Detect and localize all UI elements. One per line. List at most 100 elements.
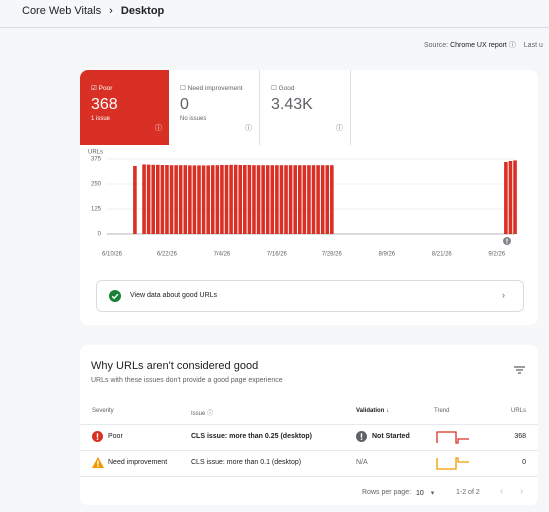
bar bbox=[197, 165, 201, 234]
issue[interactable]: CLS issue: more than 0.25 (desktop) bbox=[191, 433, 312, 440]
issues-title: Why URLs aren't considered good bbox=[91, 360, 259, 372]
tile-note: 1 issue bbox=[91, 116, 111, 122]
not-started-icon bbox=[356, 431, 367, 442]
bar bbox=[192, 165, 197, 234]
trend-sparkline bbox=[436, 431, 469, 444]
bar bbox=[133, 166, 137, 234]
annotation-glyph bbox=[506, 242, 508, 244]
chevron: › bbox=[502, 290, 505, 300]
bar bbox=[151, 164, 156, 234]
y-tick-label: 125 bbox=[91, 207, 102, 213]
bar bbox=[229, 164, 233, 234]
y-tick-label: 375 bbox=[91, 157, 102, 163]
tile-label-text: Need improvement bbox=[187, 85, 243, 92]
bar bbox=[320, 165, 325, 234]
bar bbox=[284, 165, 288, 234]
column-header-text: Validation bbox=[356, 408, 385, 414]
warning-icon bbox=[92, 457, 104, 468]
help-icon[interactable]: ⓘ bbox=[336, 125, 343, 132]
bar bbox=[508, 161, 513, 234]
source-link[interactable]: Chrome UX report bbox=[450, 42, 507, 49]
bar bbox=[513, 160, 517, 234]
bar bbox=[165, 165, 169, 234]
row-divider bbox=[80, 450, 538, 451]
row-divider bbox=[80, 424, 538, 425]
bar bbox=[297, 165, 302, 234]
tile-poor[interactable]: ☑ Poor 368 1 issue ⓘ bbox=[80, 70, 169, 145]
y-axis-label: URLs bbox=[88, 150, 103, 156]
button-text: View data about good URLs bbox=[130, 292, 218, 299]
tile-value: 368 bbox=[91, 96, 118, 113]
bar bbox=[247, 165, 252, 234]
bar bbox=[169, 165, 174, 234]
bar bbox=[174, 165, 178, 234]
rows-per-page-label: Rows per page: bbox=[362, 489, 412, 496]
column-header[interactable]: Validation ↓ bbox=[356, 408, 390, 414]
trend-sparkline bbox=[436, 457, 469, 470]
x-tick-label: 7/16/26 bbox=[267, 252, 288, 258]
bar bbox=[275, 165, 279, 234]
tile-good[interactable]: ☐ Good 3.43K ⓘ bbox=[260, 70, 351, 145]
validation: N/A bbox=[356, 459, 368, 466]
source: Source: Chrome UX report ⓘ Last u bbox=[424, 40, 543, 50]
bar bbox=[224, 165, 229, 234]
breadcrumb-item[interactable]: Core Web Vitals bbox=[22, 5, 102, 17]
bar bbox=[279, 165, 284, 234]
help-icon[interactable]: ⓘ bbox=[508, 42, 516, 49]
severity: Need improvement bbox=[108, 459, 168, 466]
x-tick-label: 6/10/26 bbox=[102, 252, 123, 258]
bar bbox=[210, 165, 215, 234]
bar bbox=[206, 165, 210, 234]
bar bbox=[183, 165, 188, 234]
y-tick-label: 250 bbox=[91, 182, 102, 188]
next-page[interactable]: › bbox=[520, 486, 524, 497]
validation: Not Started bbox=[372, 433, 410, 440]
url-count: 0 bbox=[522, 459, 526, 466]
bar bbox=[316, 165, 320, 234]
help-icon[interactable]: ⓘ bbox=[245, 125, 252, 132]
bar bbox=[142, 164, 146, 234]
issue[interactable]: CLS issue: more than 0.1 (desktop) bbox=[191, 459, 302, 466]
bar bbox=[146, 164, 151, 234]
bar bbox=[160, 165, 165, 234]
x-tick-label: 8/9/26 bbox=[378, 252, 395, 258]
x-tick-label: 6/22/26 bbox=[157, 252, 178, 258]
x-tick-label: 9/2/26 bbox=[488, 252, 505, 258]
tile-note: No issues bbox=[180, 116, 207, 122]
column-header: URLs bbox=[511, 408, 527, 414]
page-range: 1-2 of 2 bbox=[456, 489, 480, 496]
tile-need-improvement[interactable]: ☐ Need improvement 0 No issues ⓘ bbox=[169, 70, 260, 145]
x-tick-label: 7/28/26 bbox=[322, 252, 343, 258]
bar bbox=[504, 162, 508, 234]
row-divider bbox=[80, 476, 538, 477]
bar bbox=[188, 165, 192, 234]
bar bbox=[330, 165, 334, 234]
bar bbox=[265, 165, 270, 234]
bar bbox=[293, 165, 297, 234]
bar bbox=[288, 165, 293, 234]
rows-per-page[interactable]: 10 ▾ bbox=[416, 489, 434, 497]
help-icon[interactable]: ⓘ bbox=[155, 125, 162, 132]
column-header-text: Issue bbox=[191, 411, 206, 417]
good-urls-button[interactable]: View data about good URLs › bbox=[96, 280, 524, 312]
issues-subtitle: URLs with these issues don't provide a g… bbox=[91, 377, 283, 384]
bar bbox=[178, 165, 183, 234]
url-count: 368 bbox=[514, 433, 526, 440]
tile-label-text: Good bbox=[278, 85, 295, 92]
last-updated: Last u bbox=[523, 42, 543, 49]
dropdown-arrow: ▾ bbox=[430, 490, 435, 497]
bar bbox=[220, 165, 224, 234]
severity: Poor bbox=[108, 433, 123, 440]
column-header: Severity bbox=[92, 408, 114, 414]
tile-label: ☐ Good bbox=[271, 85, 295, 92]
bar bbox=[256, 165, 261, 234]
prev-page[interactable]: ‹ bbox=[500, 486, 504, 497]
bar bbox=[311, 165, 316, 234]
annotation-glyph bbox=[506, 238, 508, 242]
filter-icon[interactable] bbox=[514, 366, 525, 374]
rows-per-page-value: 10 bbox=[416, 490, 424, 497]
column-header: Trend bbox=[434, 408, 450, 414]
tile-value: 3.43K bbox=[271, 96, 313, 113]
